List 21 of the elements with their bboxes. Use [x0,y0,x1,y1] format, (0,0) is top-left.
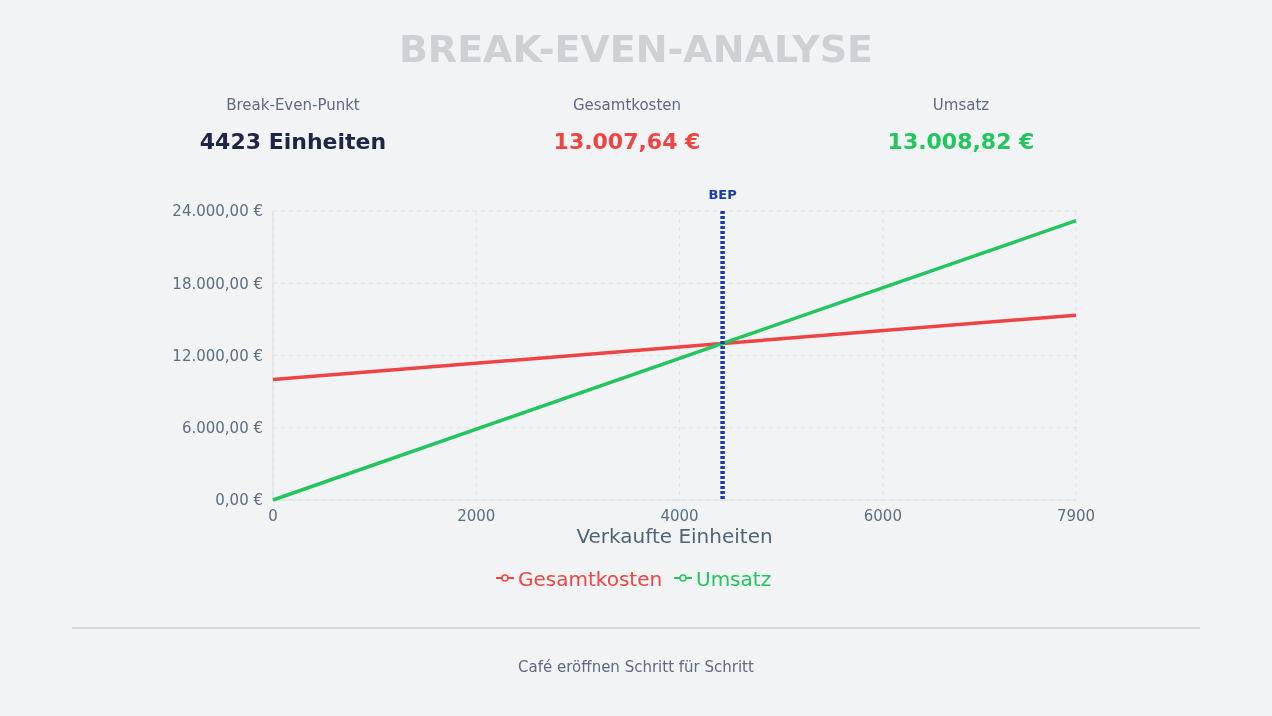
y-tick-label: 18.000,00 € [172,274,263,293]
text: 13.007,64 € [553,129,701,154]
text: 13.008,82 € [887,129,1035,154]
x-tick-label: 4000 [660,507,699,525]
y-tick-label: 0,00 € [215,491,263,510]
legend-label: Gesamtkosten [518,567,663,591]
text: 4423 Einheiten [199,129,387,154]
x-tick-label: 7900 [1056,507,1096,525]
x-tick-label: 2000 [457,507,496,525]
y-tick-label: 12.000,00 € [172,346,263,365]
text: Gesamtkosten [572,96,682,114]
y-tick-label: 24.000,00 € [172,202,263,221]
text: Café eröffnen Schritt für Schritt [518,658,754,676]
legend-label: Umsatz [696,567,772,591]
ref-line-label: BEP [708,187,737,202]
text: Umsatz [932,96,990,114]
x-tick-label: 6000 [863,507,902,525]
y-tick-label: 6.000,00 € [181,419,263,437]
x-axis-title: Verkaufte Einheiten [576,524,773,548]
x-tick-label: 0 [268,507,278,525]
text: Break-Even-Punkt [226,96,360,114]
